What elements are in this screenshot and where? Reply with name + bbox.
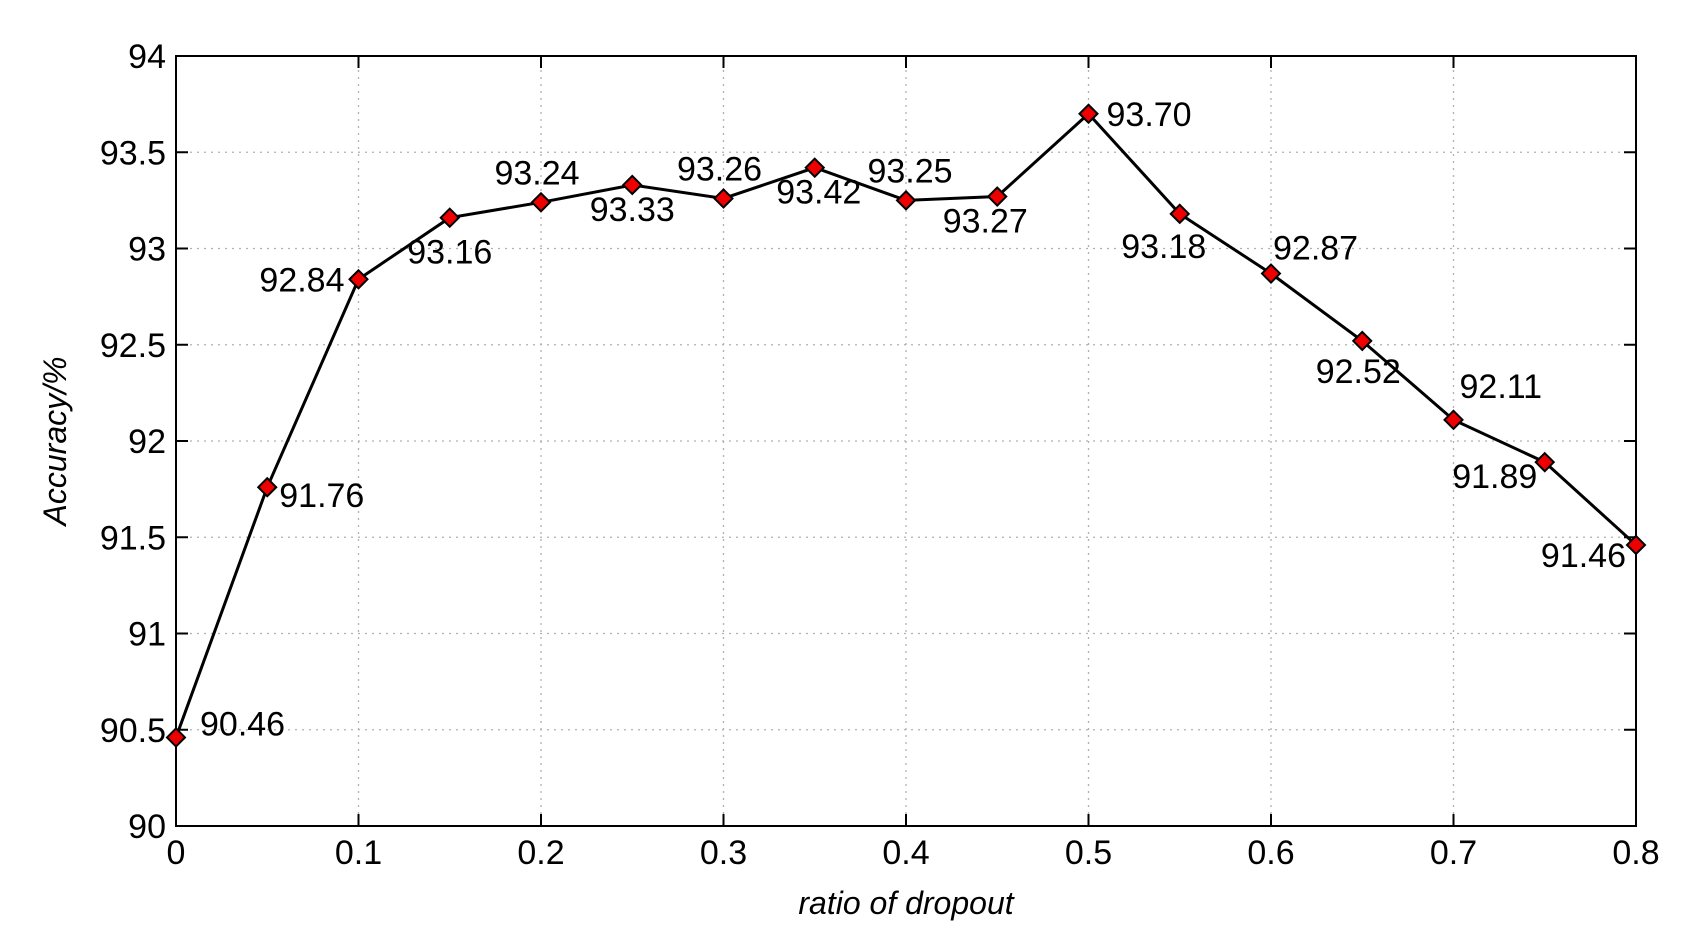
data-point — [1169, 203, 1191, 225]
y-tick-label: 92.5 — [100, 327, 166, 365]
data-point — [621, 174, 643, 196]
data-label: 93.26 — [677, 150, 762, 188]
data-point — [804, 157, 826, 179]
x-tick-label: 0 — [167, 834, 186, 872]
x-tick-label: 0.5 — [1065, 834, 1112, 872]
y-tick-label: 91 — [128, 616, 166, 654]
data-point — [348, 268, 369, 290]
data-label: 92.11 — [1460, 368, 1543, 406]
data-label: 93.33 — [590, 191, 675, 229]
data-label: 91.46 — [1541, 537, 1626, 575]
data-point — [439, 207, 461, 229]
data-point — [530, 191, 552, 213]
x-tick-label: 0.2 — [517, 834, 564, 872]
x-tick-label: 0.3 — [700, 834, 747, 872]
data-point — [713, 188, 734, 209]
data-label: 92.52 — [1316, 353, 1401, 391]
data-point — [1351, 330, 1373, 352]
data-label: 93.27 — [943, 203, 1028, 241]
data-point — [895, 189, 917, 211]
data-label: 93.70 — [1107, 96, 1192, 134]
data-point — [1260, 263, 1282, 284]
data-label: 93.18 — [1121, 228, 1206, 266]
data-label: 93.24 — [494, 154, 579, 192]
y-axis-label: Accuracy/% — [37, 357, 73, 528]
data-point — [986, 186, 1008, 207]
x-tick-label: 0.6 — [1247, 834, 1294, 872]
x-tick-label: 0.7 — [1430, 834, 1477, 872]
data-point — [1534, 451, 1556, 473]
x-tick-label: 0.8 — [1612, 834, 1659, 872]
data-point — [1625, 534, 1647, 556]
data-point — [1078, 103, 1099, 125]
data-point — [256, 476, 278, 498]
x-axis-label: ratio of dropout — [798, 885, 1014, 921]
data-label: 93.16 — [407, 234, 492, 272]
y-tick-label: 94 — [128, 38, 166, 76]
y-tick-label: 92 — [128, 423, 166, 461]
y-tick-label: 93 — [128, 231, 166, 269]
data-label: 93.25 — [867, 152, 952, 190]
y-tick-label: 90 — [128, 808, 166, 846]
y-tick-label: 91.5 — [100, 519, 166, 557]
data-label: 90.46 — [200, 705, 285, 743]
data-point — [1443, 409, 1464, 431]
y-tick-label: 90.5 — [100, 712, 166, 750]
data-point — [165, 727, 187, 748]
data-label: 93.42 — [776, 174, 861, 212]
x-tick-label: 0.4 — [882, 834, 929, 872]
data-label: 92.84 — [259, 261, 344, 299]
data-label: 91.89 — [1452, 458, 1537, 496]
y-tick-label: 93.5 — [100, 134, 166, 172]
x-tick-label: 0.1 — [335, 834, 382, 872]
data-label: 91.76 — [279, 477, 364, 515]
data-label: 92.87 — [1273, 230, 1358, 268]
